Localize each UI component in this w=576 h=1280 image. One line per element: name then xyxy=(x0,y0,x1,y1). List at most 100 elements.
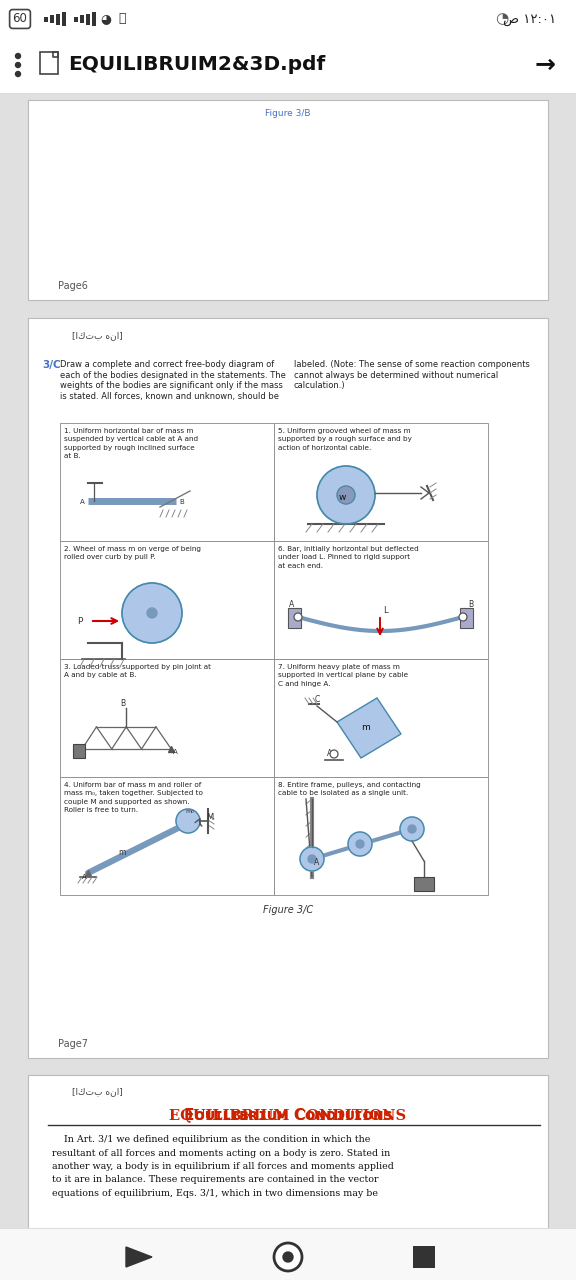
Text: m: m xyxy=(118,847,126,858)
Text: Eᴏᴜɪʟɪʙʀɪᴜᴍ Cᴏɴᴅɪᴜɪᴏɴs: Eᴏᴜɪʟɪʙʀɪᴜᴍ Cᴏɴᴅɪᴜɪᴏɴs xyxy=(184,1107,392,1123)
FancyBboxPatch shape xyxy=(274,777,488,895)
FancyBboxPatch shape xyxy=(0,1228,576,1280)
Text: action of horizontal cable.: action of horizontal cable. xyxy=(278,445,372,451)
Text: m₀: m₀ xyxy=(185,809,194,814)
FancyBboxPatch shape xyxy=(60,541,274,659)
FancyBboxPatch shape xyxy=(28,1075,548,1263)
Text: A: A xyxy=(82,874,87,881)
Text: 1. Uniform horizontal bar of mass m: 1. Uniform horizontal bar of mass m xyxy=(64,428,194,434)
Text: B: B xyxy=(468,600,473,609)
Text: B: B xyxy=(179,499,184,506)
Text: is stated. All forces, known and unknown, should be: is stated. All forces, known and unknown… xyxy=(60,392,279,401)
Circle shape xyxy=(300,847,324,870)
Text: weights of the bodies are significant only if the mass: weights of the bodies are significant on… xyxy=(60,381,283,390)
Polygon shape xyxy=(126,1247,152,1267)
Circle shape xyxy=(16,63,21,68)
Text: ◕: ◕ xyxy=(101,13,111,26)
Text: →: → xyxy=(535,52,556,77)
Text: 8. Entire frame, pulleys, and contacting: 8. Entire frame, pulleys, and contacting xyxy=(278,782,420,788)
Text: M: M xyxy=(206,813,213,822)
Text: C: C xyxy=(315,695,320,704)
Text: A and by cable at B.: A and by cable at B. xyxy=(64,672,137,678)
Text: Figure 3/C: Figure 3/C xyxy=(263,905,313,915)
FancyBboxPatch shape xyxy=(288,608,301,628)
Text: Draw a complete and correct free-body diagram of: Draw a complete and correct free-body di… xyxy=(60,360,274,369)
FancyBboxPatch shape xyxy=(40,52,58,74)
Circle shape xyxy=(274,1243,302,1271)
Polygon shape xyxy=(337,698,401,758)
Text: A: A xyxy=(314,858,319,867)
Text: w: w xyxy=(338,494,346,503)
Circle shape xyxy=(16,72,21,77)
FancyBboxPatch shape xyxy=(0,0,576,38)
Text: Page6: Page6 xyxy=(58,282,88,291)
Circle shape xyxy=(16,54,21,59)
FancyBboxPatch shape xyxy=(44,17,48,22)
Circle shape xyxy=(147,608,157,618)
Text: rolled over curb by pull P.: rolled over curb by pull P. xyxy=(64,554,156,561)
Text: EQUILIBRUIM2&3D.pdf: EQUILIBRUIM2&3D.pdf xyxy=(68,55,325,74)
Circle shape xyxy=(283,1252,293,1262)
Text: under load L. Pinned to rigid support: under load L. Pinned to rigid support xyxy=(278,554,410,561)
FancyBboxPatch shape xyxy=(92,12,96,26)
Text: mass m₀, taken together. Subjected to: mass m₀, taken together. Subjected to xyxy=(64,791,203,796)
Text: A: A xyxy=(173,749,178,755)
Text: calculation.): calculation.) xyxy=(294,381,346,390)
FancyBboxPatch shape xyxy=(60,659,274,777)
Text: 5. Uniform grooved wheel of mass m: 5. Uniform grooved wheel of mass m xyxy=(278,428,411,434)
Text: 7. Uniform heavy plate of mass m: 7. Uniform heavy plate of mass m xyxy=(278,664,400,669)
Text: cable to be isolated as a single unit.: cable to be isolated as a single unit. xyxy=(278,791,408,796)
Circle shape xyxy=(348,832,372,856)
Text: cannot always be determined without numerical: cannot always be determined without nume… xyxy=(294,370,498,379)
Text: couple M and supported as shown.: couple M and supported as shown. xyxy=(64,799,190,805)
Text: 4. Uniform bar of mass m and roller of: 4. Uniform bar of mass m and roller of xyxy=(64,782,201,788)
Circle shape xyxy=(308,855,316,863)
Text: A: A xyxy=(327,749,332,758)
Text: Figure 3/B: Figure 3/B xyxy=(266,110,310,119)
Circle shape xyxy=(400,817,424,841)
Text: supported by a rough surface and by: supported by a rough surface and by xyxy=(278,436,412,443)
FancyBboxPatch shape xyxy=(86,14,90,26)
Text: labeled. (Note: The sense of some reaction components: labeled. (Note: The sense of some reacti… xyxy=(294,360,530,369)
FancyBboxPatch shape xyxy=(460,608,473,628)
Text: 3. Loaded truss supported by pin joint at: 3. Loaded truss supported by pin joint a… xyxy=(64,664,211,669)
Text: [اكتب هنا]: [اكتب هنا] xyxy=(72,1088,123,1097)
Text: at each end.: at each end. xyxy=(278,563,323,570)
FancyBboxPatch shape xyxy=(274,659,488,777)
Text: In Art. 3/1 we defined equilibrium as the condition in which the: In Art. 3/1 we defined equilibrium as th… xyxy=(52,1135,370,1144)
Circle shape xyxy=(337,486,355,504)
FancyBboxPatch shape xyxy=(413,1245,435,1268)
FancyBboxPatch shape xyxy=(28,317,548,1059)
Text: suspended by vertical cable at A and: suspended by vertical cable at A and xyxy=(64,436,198,443)
Circle shape xyxy=(330,750,338,758)
FancyBboxPatch shape xyxy=(0,38,576,93)
Text: C and hinge A.: C and hinge A. xyxy=(278,681,331,687)
Circle shape xyxy=(459,613,467,621)
FancyBboxPatch shape xyxy=(60,422,274,541)
Text: resultant of all forces and moments acting on a body is zero. Stated in: resultant of all forces and moments acti… xyxy=(52,1148,391,1157)
Circle shape xyxy=(317,466,375,524)
Text: ص ۱۲:۰۱: ص ۱۲:۰۱ xyxy=(503,13,556,26)
Circle shape xyxy=(294,613,302,621)
Text: P: P xyxy=(77,617,82,626)
Circle shape xyxy=(356,840,364,847)
Text: B: B xyxy=(120,699,126,708)
FancyBboxPatch shape xyxy=(62,12,66,26)
Text: A: A xyxy=(80,499,85,506)
FancyBboxPatch shape xyxy=(73,744,85,758)
Text: 2. Wheel of mass m on verge of being: 2. Wheel of mass m on verge of being xyxy=(64,547,201,552)
Text: at B.: at B. xyxy=(64,453,81,460)
Text: 60: 60 xyxy=(13,13,28,26)
Text: m: m xyxy=(361,723,369,732)
FancyBboxPatch shape xyxy=(28,100,548,300)
Text: supported by rough inclined surface: supported by rough inclined surface xyxy=(64,445,195,451)
FancyBboxPatch shape xyxy=(414,877,434,891)
Text: 6. Bar, initially horizontal but deflected: 6. Bar, initially horizontal but deflect… xyxy=(278,547,419,552)
Text: EQUILIBRIUM CONDITIONS: EQUILIBRIUM CONDITIONS xyxy=(169,1108,407,1123)
Text: 3/C: 3/C xyxy=(42,360,60,370)
Text: A: A xyxy=(289,600,294,609)
Text: each of the bodies designated in the statements. The: each of the bodies designated in the sta… xyxy=(60,370,286,379)
Text: ⧗: ⧗ xyxy=(118,13,126,26)
Circle shape xyxy=(408,826,416,833)
FancyBboxPatch shape xyxy=(60,777,274,895)
